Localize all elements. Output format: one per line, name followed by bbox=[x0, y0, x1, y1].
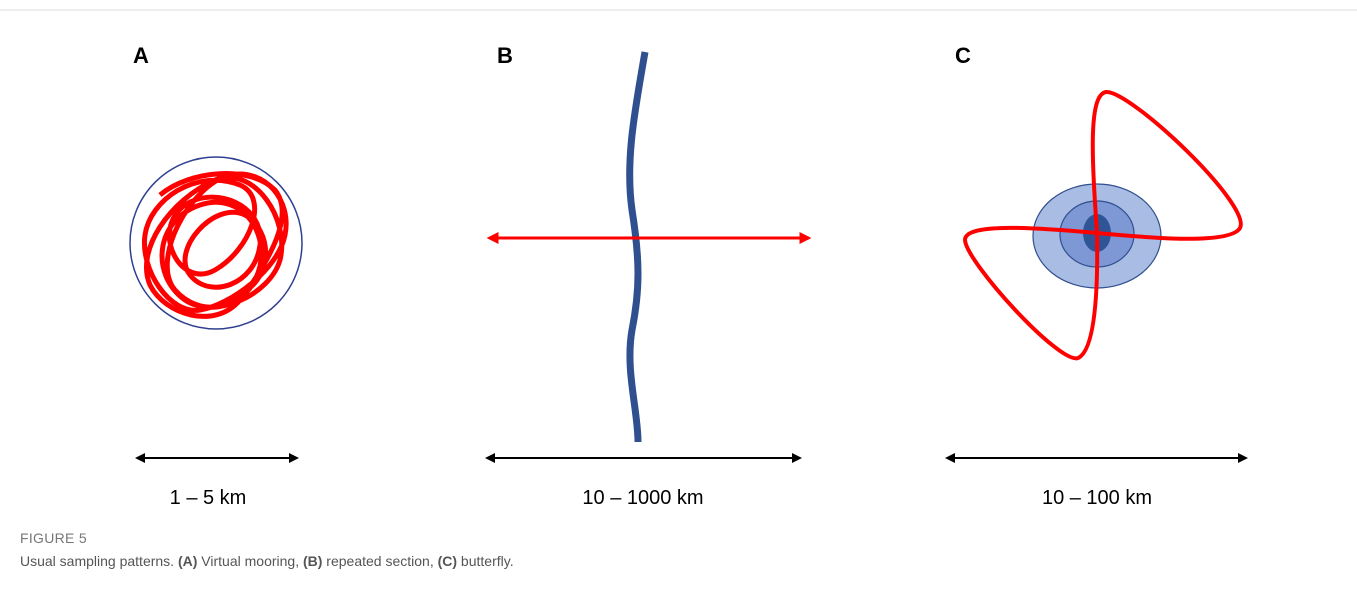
caption-text: butterfly. bbox=[457, 553, 514, 569]
caption-ref: (B) bbox=[302, 553, 323, 569]
caption-text: Usual sampling patterns. bbox=[20, 553, 178, 569]
scale-label: 1 – 5 km bbox=[170, 487, 247, 509]
panel-label: B bbox=[497, 43, 513, 68]
caption-ref: (A) bbox=[177, 553, 198, 569]
panel-label: A bbox=[133, 43, 149, 68]
caption-ref: (C) bbox=[437, 553, 458, 569]
caption-text: repeated section, bbox=[322, 553, 438, 569]
caption-text: Virtual mooring, bbox=[197, 553, 303, 569]
panel-label: C bbox=[955, 43, 971, 68]
mooring-track bbox=[141, 171, 289, 319]
scale-label: 10 – 1000 km bbox=[582, 487, 703, 509]
section-line bbox=[626, 51, 649, 443]
scale-label: 10 – 100 km bbox=[1042, 487, 1152, 509]
butterfly-track bbox=[963, 90, 1243, 361]
mooring-circle bbox=[129, 156, 303, 330]
caption-label: FIGURE 5 bbox=[20, 530, 87, 546]
caption: Usual sampling patterns. (A) Virtual moo… bbox=[20, 553, 514, 569]
